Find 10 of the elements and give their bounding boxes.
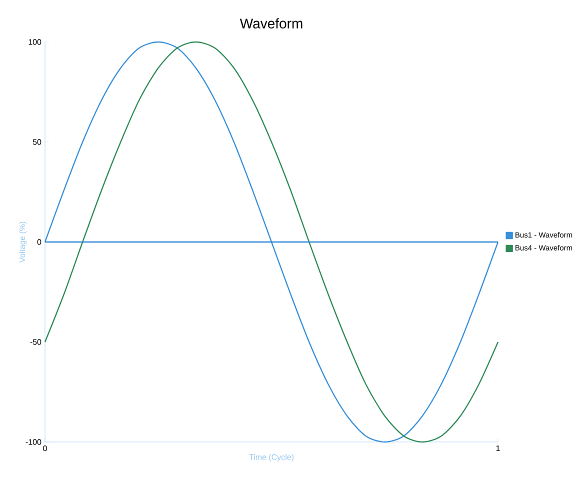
y-tick-label: 50 bbox=[32, 139, 42, 145]
chart-title: Waveform bbox=[240, 18, 302, 28]
y-tick-label: 0 bbox=[37, 239, 42, 245]
line-series bbox=[44, 41, 499, 443]
y-tick-label: -50 bbox=[30, 339, 42, 345]
y-axis-title: Voltage (%) bbox=[19, 222, 27, 263]
y-tick-label: -100 bbox=[26, 439, 42, 445]
y-tick-label: 100 bbox=[28, 39, 42, 45]
x-axis-title: Time (Cycle) bbox=[249, 454, 294, 462]
x-tick-label: 1 bbox=[496, 446, 500, 452]
